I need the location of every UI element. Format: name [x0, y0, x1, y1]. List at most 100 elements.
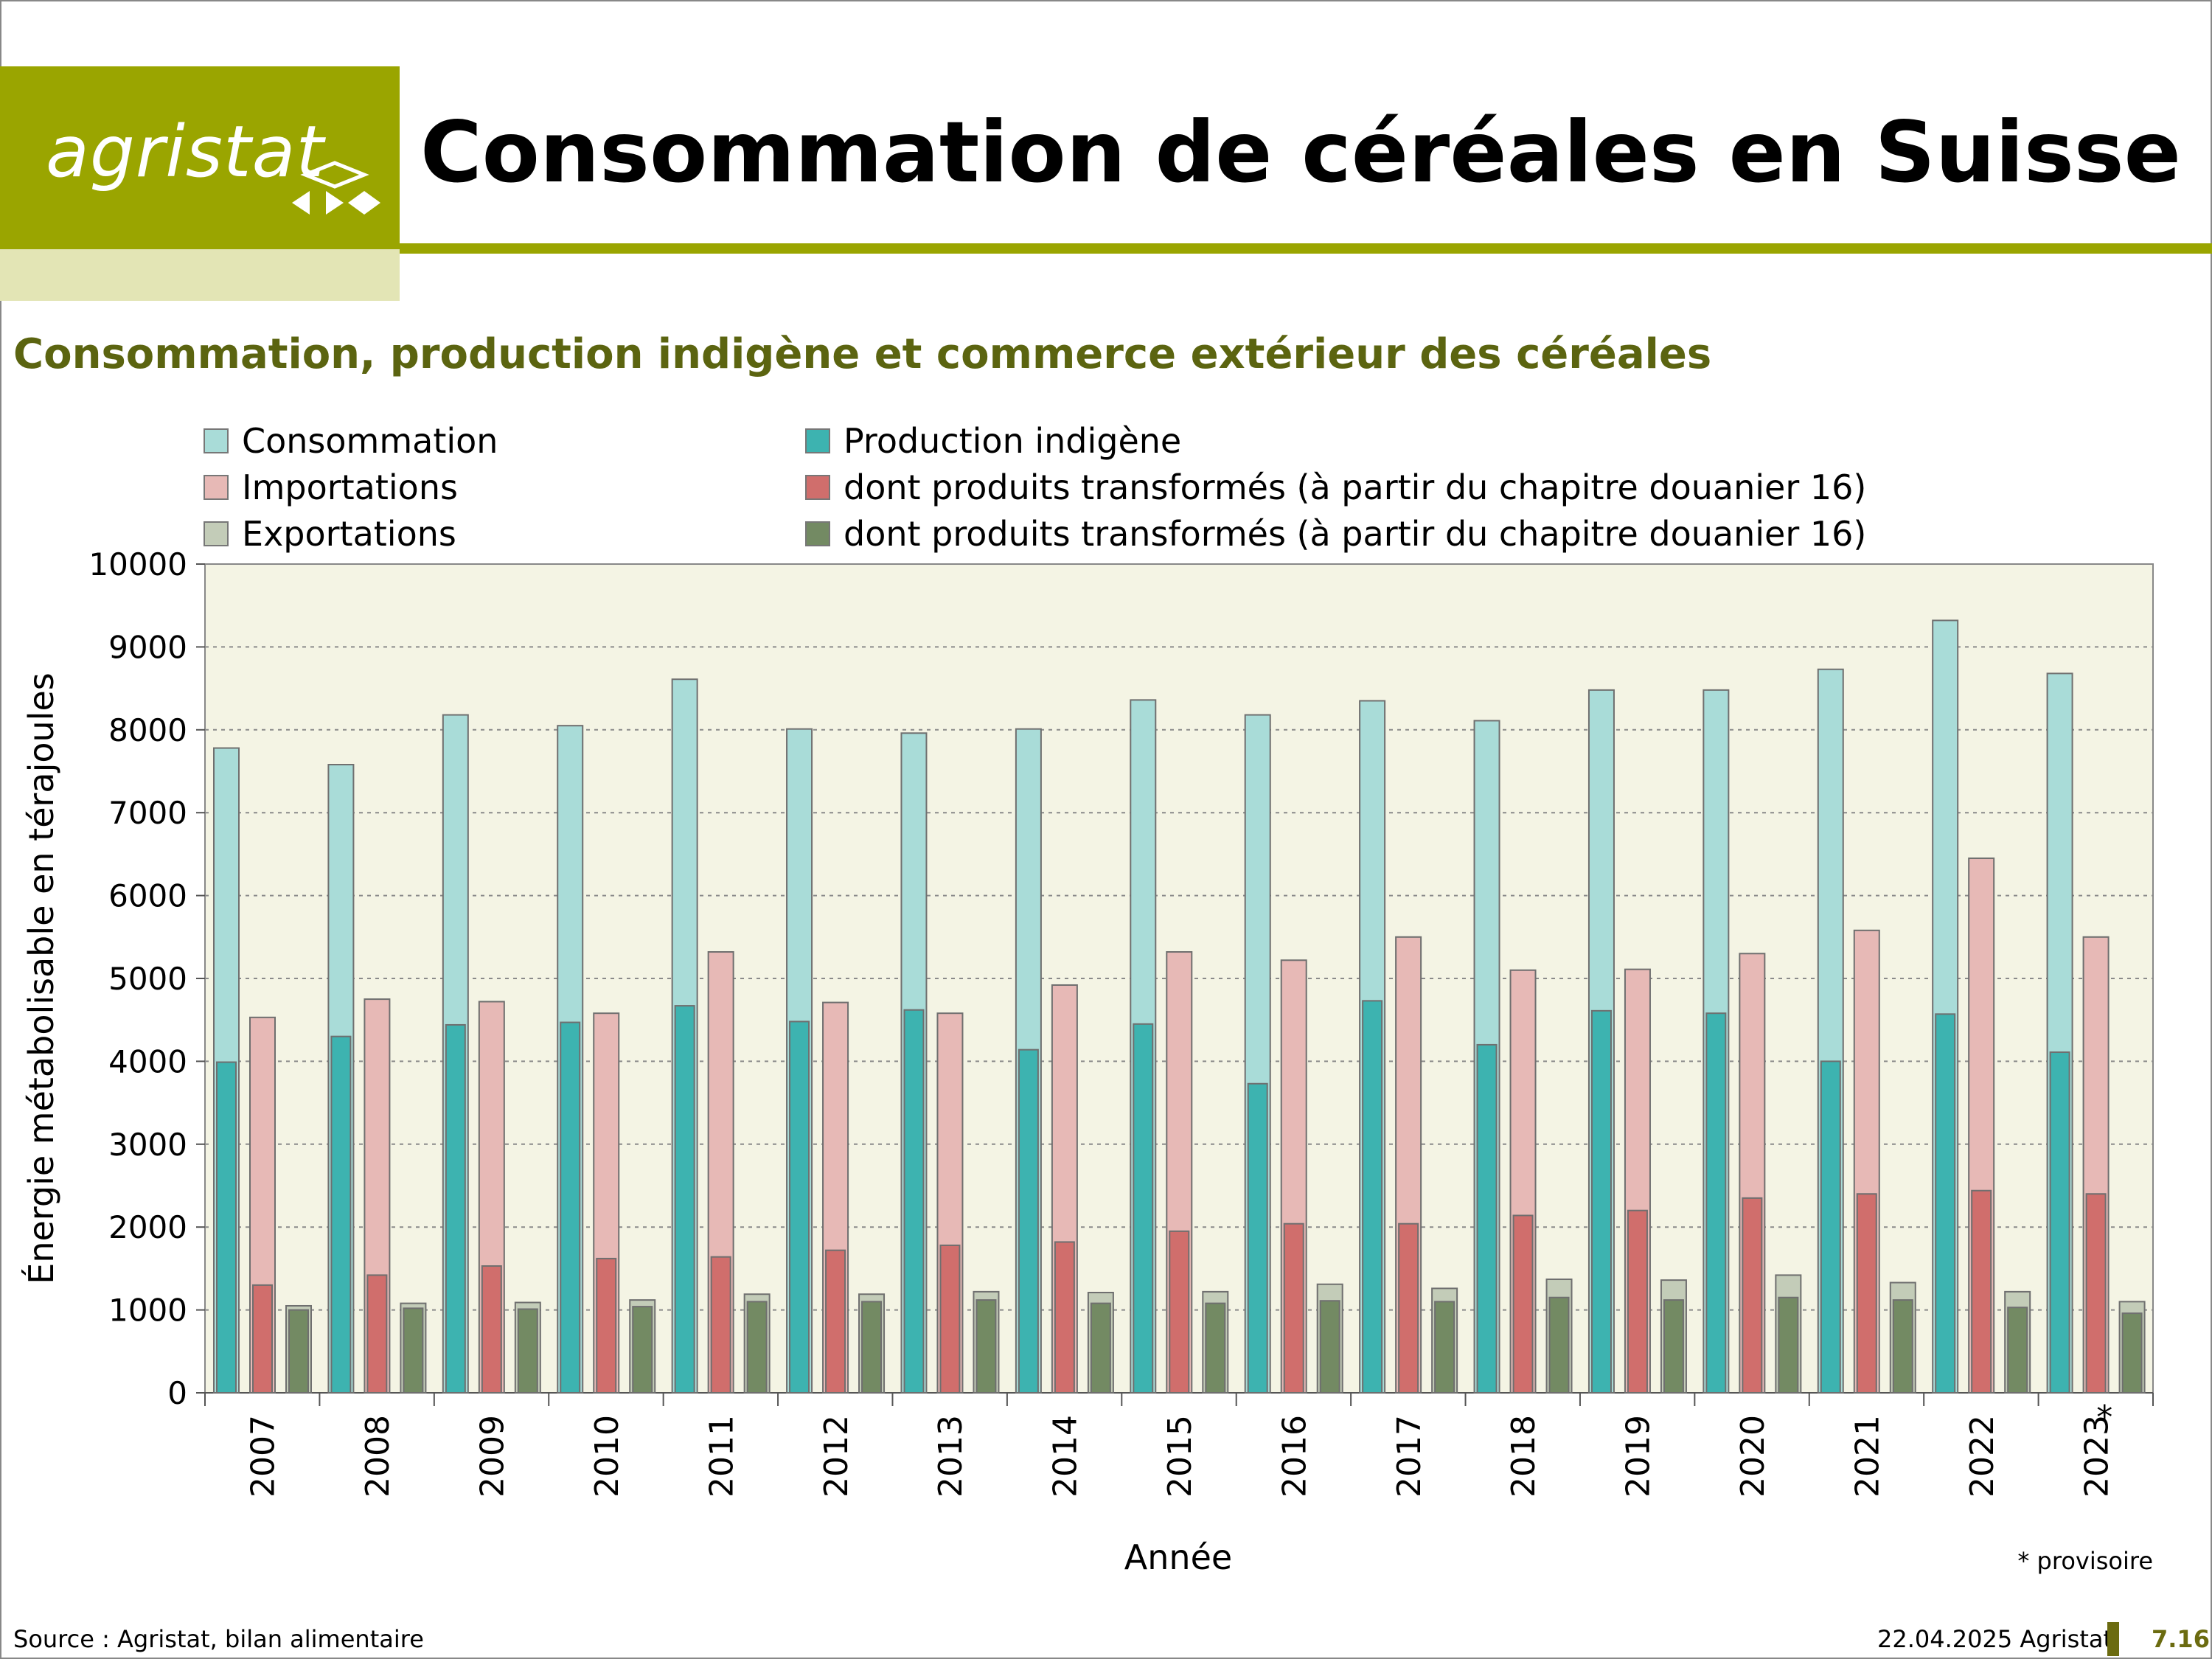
- bar-exportations-transformes: [2007, 1307, 2028, 1394]
- bar-importations-transformes: [710, 1256, 731, 1394]
- bar-importations-transformes: [1971, 1189, 1992, 1394]
- bar-importations-transformes: [1054, 1241, 1075, 1394]
- bar-exportations-transformes: [861, 1301, 883, 1394]
- x-tick-label: 2022: [1964, 1415, 2001, 1498]
- bar-exportations-transformes: [1434, 1301, 1455, 1394]
- y-tick-label: 0: [167, 1375, 187, 1411]
- legend-label: Production indigène: [844, 421, 1182, 461]
- bar-production: [1247, 1082, 1268, 1394]
- y-tick-label: 2000: [108, 1209, 187, 1245]
- footer-divider: [2107, 1622, 2119, 1656]
- bar-importations-transformes: [939, 1244, 961, 1394]
- legend-swatch-icon: [204, 475, 229, 500]
- legend-label: Consommation: [242, 421, 498, 461]
- x-tick-label: 2020: [1734, 1415, 1772, 1498]
- x-tick-label: 2023: [2078, 1415, 2115, 1498]
- legend-item-importations: Importations: [204, 467, 458, 507]
- bar-production: [2049, 1051, 2070, 1394]
- bar-importations-transformes: [1283, 1222, 1304, 1394]
- bar-production: [1590, 1009, 1612, 1394]
- legend-label: dont produits transformés (à partir du c…: [844, 467, 1867, 507]
- x-tick-label: 2008: [359, 1415, 397, 1498]
- bar-exportations-transformes: [975, 1299, 997, 1394]
- bar-production: [1935, 1013, 1956, 1394]
- bar-production: [1018, 1048, 1039, 1394]
- bar-production: [1362, 1000, 1383, 1394]
- legend-swatch-icon: [805, 521, 830, 546]
- bar-production: [789, 1020, 810, 1394]
- bar-exportations-transformes: [517, 1308, 538, 1394]
- bar-production: [1705, 1012, 1727, 1394]
- bar-production: [216, 1061, 237, 1394]
- legend-swatch-icon: [805, 428, 830, 453]
- logo-mark-icon: [292, 161, 380, 215]
- bar-exportations-transformes: [403, 1307, 424, 1394]
- bar-importations-transformes: [825, 1249, 846, 1394]
- page-number: 7.16: [2152, 1625, 2210, 1653]
- bar-exportations-transformes: [1548, 1296, 1570, 1394]
- y-tick-label: 5000: [108, 961, 187, 997]
- bar-importations-transformes: [366, 1274, 388, 1394]
- bar-exportations-transformes: [1090, 1302, 1111, 1394]
- footer-date: 22.04.2025 Agristat: [1877, 1625, 2113, 1653]
- x-tick-label: 2013: [932, 1415, 970, 1498]
- legend-label: Exportations: [242, 514, 456, 554]
- legend-swatch-icon: [204, 428, 229, 453]
- legend-item-consommation: Consommation: [204, 421, 498, 461]
- bar-importations-transformes: [596, 1257, 617, 1394]
- bar-importations-transformes: [2085, 1193, 2107, 1394]
- legend-label: Importations: [242, 467, 458, 507]
- x-tick-label: 2009: [474, 1415, 512, 1498]
- provisional-note: * provisoire: [2017, 1547, 2153, 1575]
- bar-importations-transformes: [1512, 1214, 1534, 1394]
- header-rule: [400, 243, 2212, 254]
- bar-production: [560, 1021, 581, 1394]
- y-tick-label: 9000: [108, 629, 187, 665]
- x-axis-title: Année: [1124, 1537, 1232, 1577]
- y-tick-label: 1000: [108, 1293, 187, 1329]
- bar-importations-transformes: [481, 1265, 502, 1394]
- bar-production: [1476, 1043, 1498, 1394]
- logo-underband: [0, 249, 400, 301]
- bar-importations-transformes: [1398, 1222, 1419, 1394]
- bar-exportations-transformes: [2121, 1312, 2143, 1394]
- x-tick-label: 2018: [1505, 1415, 1543, 1498]
- bar-importations-transformes: [252, 1284, 273, 1394]
- legend-swatch-icon: [805, 475, 830, 500]
- x-tick-label: 2015: [1161, 1415, 1199, 1498]
- legend-item-exportations: Exportations: [204, 514, 456, 554]
- x-tick-label: 2016: [1276, 1415, 1313, 1498]
- bar-production: [1820, 1060, 1841, 1394]
- x-tick-label: 2021: [1848, 1415, 1886, 1498]
- x-tick-label: 2007: [245, 1415, 282, 1498]
- y-tick-label: 10000: [88, 546, 187, 582]
- bar-importations-transformes: [1169, 1230, 1190, 1394]
- y-axis-title: Énergie métabolisable en térajoules: [21, 672, 61, 1284]
- x-tick-label: 2012: [818, 1415, 855, 1498]
- y-tick-label: 7000: [108, 795, 187, 831]
- bar-exportations-transformes: [1778, 1296, 1799, 1394]
- provisional-marker: *: [2096, 1399, 2112, 1436]
- legend-label: dont produits transformés (à partir du c…: [844, 514, 1867, 554]
- bar-importations-transformes: [1856, 1193, 1877, 1394]
- legend-item-imports-processed: dont produits transformés (à partir du c…: [805, 467, 1867, 507]
- x-tick-label: 2010: [588, 1415, 626, 1498]
- bar-exportations-transformes: [1892, 1299, 1913, 1394]
- bar-exportations-transformes: [1319, 1300, 1340, 1394]
- legend-item-production: Production indigène: [805, 421, 1182, 461]
- x-tick-label: 2011: [703, 1415, 740, 1498]
- legend-item-exports-processed: dont produits transformés (à partir du c…: [805, 514, 1867, 554]
- x-tick-label: 2017: [1391, 1415, 1428, 1498]
- bar-importations-transformes: [1627, 1209, 1648, 1394]
- bar-production: [903, 1009, 925, 1394]
- bar-production: [330, 1035, 352, 1394]
- x-tick-label: 2019: [1620, 1415, 1658, 1498]
- source-note: Source : Agristat, bilan alimentaire: [13, 1625, 424, 1653]
- page-title: Consommation de céréales en Suisse: [420, 103, 2181, 201]
- bar-exportations-transformes: [632, 1306, 653, 1394]
- bar-exportations-transformes: [1205, 1302, 1226, 1394]
- bar-production: [1133, 1023, 1154, 1394]
- legend-swatch-icon: [204, 521, 229, 546]
